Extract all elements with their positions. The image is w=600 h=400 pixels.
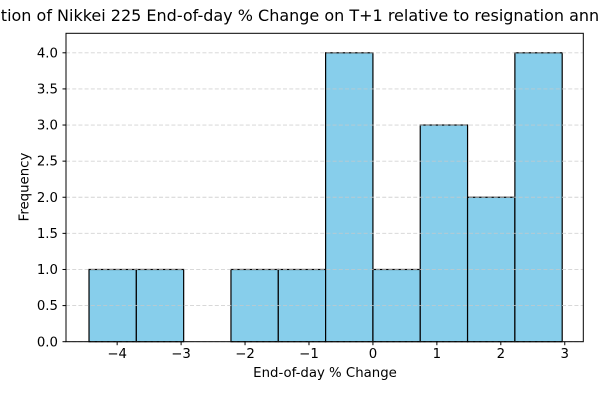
x-tick-label: −3 <box>171 347 191 362</box>
chart-title: tion of Nikkei 225 End-of-day % Change o… <box>0 6 600 25</box>
x-axis-label: End-of-day % Change <box>253 366 397 381</box>
y-tick-label: 0.5 <box>37 299 58 314</box>
chart-title-row: tion of Nikkei 225 End-of-day % Change o… <box>0 6 600 28</box>
x-tick-label: −2 <box>235 347 255 362</box>
x-tick-label: 1 <box>433 347 441 362</box>
y-tick-label: 2.5 <box>37 155 58 170</box>
plot-border <box>65 32 584 343</box>
y-tick-label: 1.5 <box>37 227 58 242</box>
y-tick-label: 2.0 <box>37 191 58 206</box>
y-tick-label: 3.5 <box>37 83 58 98</box>
y-axis-label: Frequency <box>17 152 33 222</box>
x-tick-label: −4 <box>107 347 127 362</box>
y-tick-label: 3.0 <box>37 119 58 134</box>
x-tick-label: 0 <box>369 347 377 362</box>
y-tick-label: 4.0 <box>37 46 58 61</box>
x-tick-label: 2 <box>497 347 505 362</box>
y-tick-label: 1.0 <box>37 263 58 278</box>
y-tick-label: 0.0 <box>37 335 58 350</box>
x-tick-label: 3 <box>561 347 569 362</box>
x-tick-label: −1 <box>299 347 319 362</box>
